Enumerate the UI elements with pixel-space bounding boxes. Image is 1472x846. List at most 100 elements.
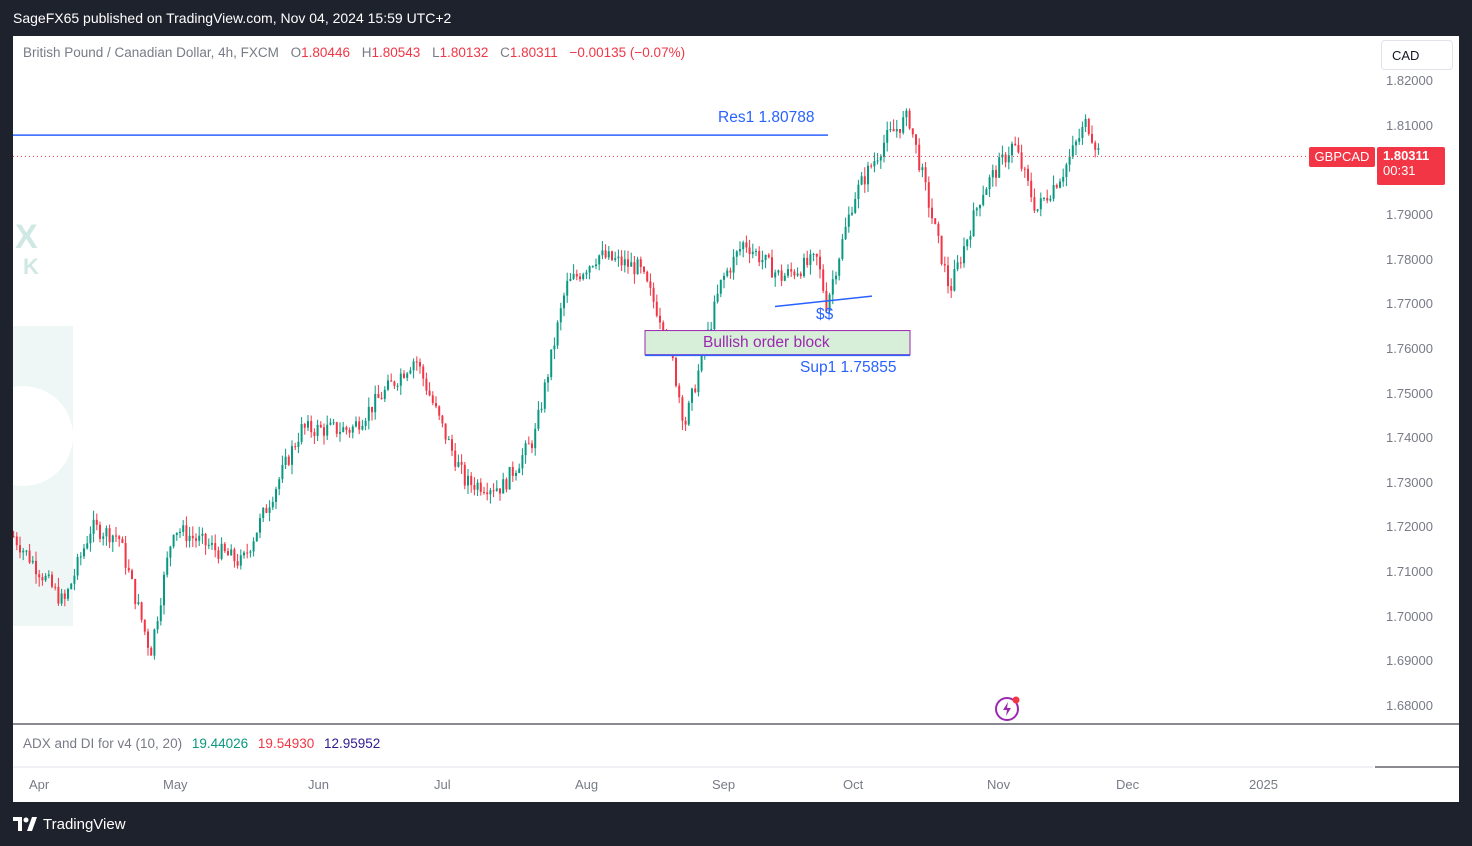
candle-body [73,575,76,584]
liquidity-label[interactable]: $$ [816,306,834,323]
candle [159,597,162,626]
candle [367,397,370,430]
candle-body [486,492,489,495]
candle-body [15,536,18,546]
candle-body [431,395,434,404]
candle-body [1081,126,1084,139]
price-chart[interactable] [13,36,1459,802]
candle [601,241,604,260]
candle-body [806,257,809,265]
candle [687,400,690,427]
candle-body [1068,156,1071,165]
candle-body [723,275,725,280]
candle-body [761,259,764,263]
candle-body [371,406,373,413]
candle [348,427,351,438]
candle [719,279,722,298]
candle-body [207,544,210,546]
candle [492,483,495,498]
candle-body [1011,143,1013,156]
candle-body [950,286,953,291]
candle-body [89,533,92,544]
candle [1017,137,1020,154]
candle-body [726,270,729,276]
candle-body [700,351,703,371]
candle [975,206,978,217]
tradingview-logo[interactable]: TradingView [13,813,126,835]
candle-body [1043,197,1045,199]
time-label-sep: Sep [712,777,736,792]
candle-body [1049,198,1052,201]
candle-body [121,538,124,543]
candle [31,556,34,565]
publish-info: SageFX65 published on TradingView.com, N… [13,10,452,26]
close-value: 1.80311 [509,45,558,60]
candle [329,418,332,426]
candle [780,264,783,287]
candle [748,239,751,264]
symbol-legend[interactable]: British Pound / Canadian Dollar, 4h, FXC… [23,45,685,60]
order-block-label[interactable]: Bullish order block [703,334,830,351]
candle-body [131,570,133,579]
candle [355,416,357,428]
candle [364,417,367,431]
candle [569,273,572,282]
candle-body [140,602,143,620]
candle-body [406,373,409,378]
candle [195,533,197,548]
support-label[interactable]: Sup1 1.75855 [800,359,897,376]
candle [991,164,994,187]
candle [1065,162,1068,187]
candle-body [623,259,626,266]
candle [163,571,165,615]
candle [767,253,770,259]
resistance-label[interactable]: Res1 1.80788 [718,109,815,126]
candle-body [204,533,207,546]
chart-frame[interactable]: X K British Pound / Canadian Dollar, 4h,… [13,36,1459,802]
candle [1084,114,1087,133]
candle-body [767,254,770,258]
candle [335,421,338,438]
candle-body [873,161,876,167]
candle-body [604,250,607,258]
candle-body [1055,185,1058,188]
indicator-legend[interactable]: ADX and DI for v4 (10, 20) 19.44026 19.5… [23,736,380,751]
candle [60,588,63,606]
candle [403,370,405,379]
candle [905,108,908,127]
candle [751,243,754,259]
candle [409,367,412,375]
candle-body [92,519,95,534]
candle-body [601,250,604,256]
candle-body [275,489,277,502]
candle-body [652,287,655,302]
candle-body [425,378,428,391]
candle-body [899,129,901,133]
candle [1046,189,1049,204]
candle-body [745,242,748,248]
candle-body [108,528,111,543]
candle-body [252,541,255,552]
candle-body [326,424,329,436]
candle [963,237,965,268]
candle-body [1084,118,1087,127]
candle [502,472,505,494]
high-value: 1.80543 [371,45,421,60]
currency-button[interactable]: CAD [1381,40,1453,70]
candle [924,161,927,191]
candle-body [351,426,354,433]
candle [83,544,85,559]
flash-icon[interactable] [995,696,1020,721]
candle-body [819,256,821,270]
candle [243,550,245,559]
candle [655,294,658,318]
candle [582,272,585,281]
liquidity-line [774,295,873,308]
candle [515,470,517,481]
candle-body [524,443,527,456]
candle [755,248,757,257]
candle [646,270,649,283]
candle-body [1004,154,1007,163]
candle-body [617,256,620,259]
candle [745,235,748,253]
